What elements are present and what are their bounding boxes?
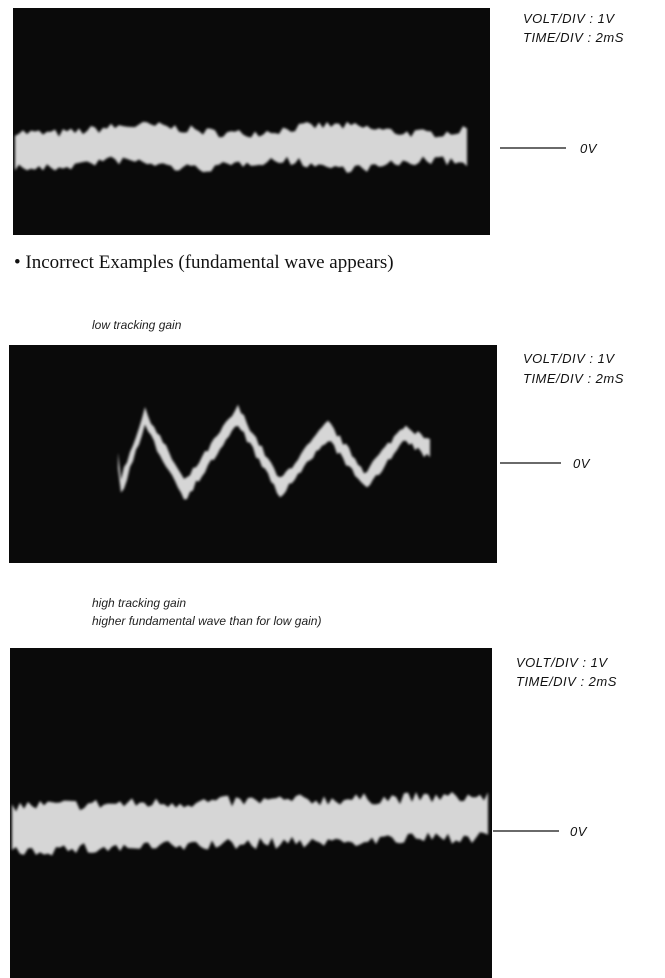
volt-div-label: VOLT/DIV : 1V (523, 349, 615, 368)
scope-screen (13, 8, 490, 235)
volt-div-label: VOLT/DIV : 1V (523, 9, 615, 28)
caption: high tracking gain (92, 596, 186, 610)
time-div-label: TIME/DIV : 2mS (523, 369, 624, 388)
document-page: {"correct_example": {"volt_div": "VOLT/D… (0, 0, 665, 978)
caption: higher fundamental wave than for low gai… (92, 614, 321, 628)
time-div-label: TIME/DIV : 2mS (523, 28, 624, 47)
section-heading: • Incorrect Examples (fundamental wave a… (14, 252, 394, 274)
volt-div-label: VOLT/DIV : 1V (516, 653, 608, 672)
zero-label: 0V (570, 822, 587, 841)
caption: low tracking gain (92, 318, 181, 332)
time-div-label: TIME/DIV : 2mS (516, 672, 617, 691)
zero-label: 0V (580, 139, 597, 158)
scope-graphics (0, 0, 665, 978)
zero-label: 0V (573, 454, 590, 473)
